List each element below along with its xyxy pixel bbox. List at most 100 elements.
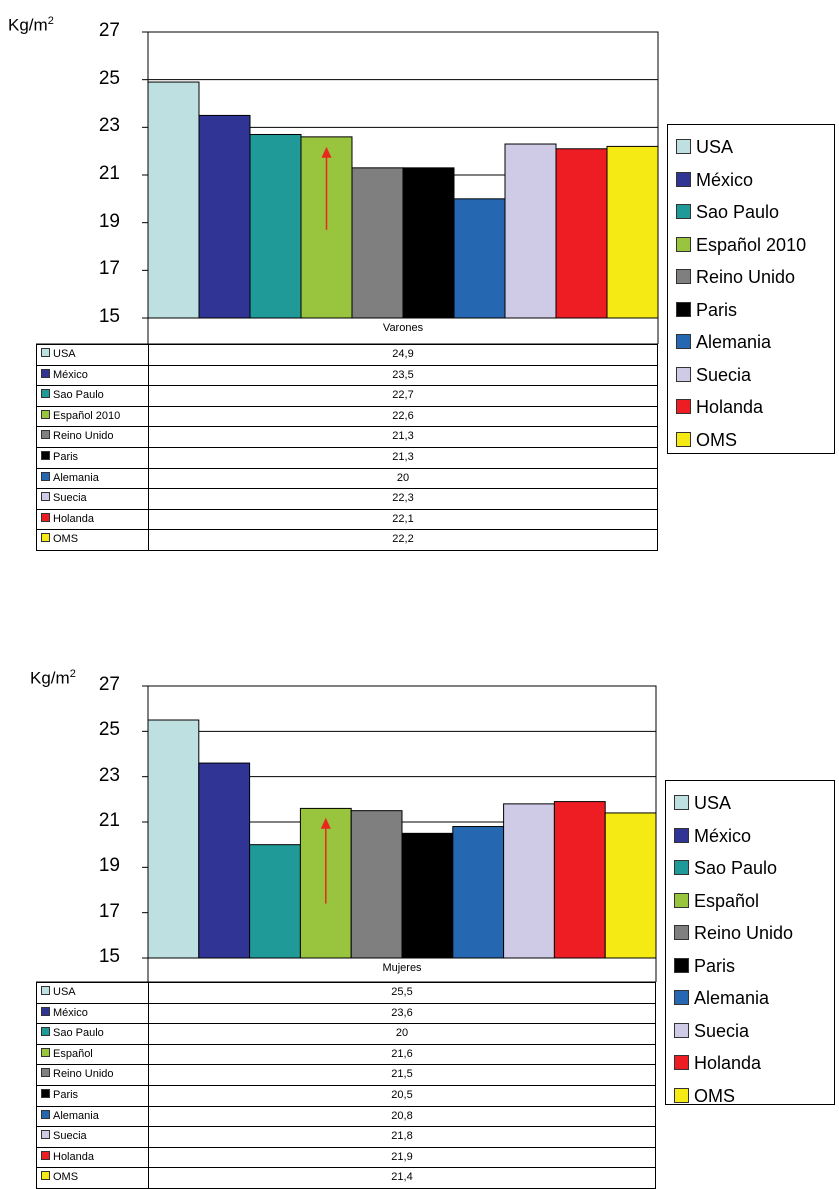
legend-swatch [674,795,689,810]
legend-swatch [676,366,691,382]
y-tick-label: 21 [98,163,120,184]
category-label: Mujeres [382,962,422,974]
legend-label: Alemania [696,332,772,352]
legend-item-espanol: Español [674,885,826,918]
series-swatch [41,986,50,995]
series-name: México [53,368,88,381]
table-row: Paris 20,5 [36,1084,656,1107]
plot-frame [147,685,657,959]
series-swatch [41,368,50,378]
legend-label: Español [694,890,760,911]
y-tick-label: 17 [98,258,120,280]
legend-item-reino-unido: Reino Unido [676,261,826,294]
plot-frame [147,31,659,319]
table-series-name: USA [36,982,149,1004]
chart-varones: Kg/m2 Varones USA 24,9 México 23,5 Sao Paulo… [0,0,839,580]
legend: USA México Sao Paulo Español Reino Unido Pari… [665,780,835,1106]
table-value: 21,6 [148,1043,656,1066]
table-value: 21,5 [148,1064,656,1086]
table-series-name: Alemania [36,1105,149,1128]
table-row: Reino Unido 21,5 [36,1064,656,1086]
series-swatch [41,1109,50,1119]
series-swatch [41,409,50,419]
series-swatch [41,348,50,357]
legend-swatch [676,171,691,187]
y-tick-label: 17 [98,900,120,922]
y-axis-label: Kg/m2 [30,668,76,688]
legend-item-paris: Paris [674,950,826,983]
data-table: USA 25,5 México 23,6 Sao Paulo 20 Español 21,6 R… [36,982,656,1189]
legend-item-usa: USA [674,787,826,820]
series-swatch [41,471,50,481]
legend-label: Sao Paulo [696,202,780,222]
category-label: Varones [382,322,424,334]
table-row: Alemania 20,8 [36,1105,656,1128]
legend-label: Paris [696,299,738,320]
series-swatch [41,1047,50,1057]
legend-label: USA [694,793,732,813]
table-row: Suecia 22,3 [36,488,658,510]
table-series-name: Suecia [36,1126,149,1148]
table-series-name: USA [36,344,149,366]
series-swatch [41,1068,50,1078]
legend-label: USA [696,137,734,157]
table-value: 25,5 [148,982,656,1004]
y-tick-label: 15 [98,946,120,967]
bar-paris [401,832,454,959]
legend-item-oms: OMS [674,1080,826,1113]
legend-swatch [676,431,691,447]
legend-swatch [674,957,689,973]
table-row: Reino Unido 21,3 [36,426,658,448]
legend-item-suecia: Suecia [674,1015,826,1048]
series-swatch [41,1171,50,1181]
legend-item-oms: OMS [676,424,826,457]
bar-sao-paulo [249,844,301,959]
y-tick-label: 15 [98,306,120,327]
series-swatch [41,1130,50,1140]
table-value: 22,2 [148,529,658,551]
table-row: OMS 21,4 [36,1167,656,1189]
legend: USA México Sao Paulo Español 2010 Reino Unid… [667,124,835,454]
y-tick-label: 25 [98,67,120,89]
bar-suecia [503,803,555,959]
series-name: Suecia [53,492,87,505]
bar-oms [604,812,657,959]
series-name: Paris [53,1088,79,1101]
series-name: Sao Paulo [53,1027,104,1040]
legend-item-holanda: Holanda [674,1047,826,1080]
legend-label: Español 2010 [696,234,807,255]
legend-swatch [674,925,689,940]
series-swatch [41,389,50,399]
bar-oms [606,145,659,319]
series-name: OMS [53,1171,79,1184]
series-name: Reino Unido [53,1068,114,1081]
legend-item-reino-unido: Reino Unido [674,917,826,950]
table-series-name: OMS [36,529,149,551]
series-name: Suecia [53,1130,87,1143]
legend-item-mexico: México [674,820,826,853]
legend-swatch [676,399,691,414]
table-series-name: Paris [36,1084,149,1107]
legend-swatch [676,139,691,154]
legend-swatch [676,204,691,219]
table-row: Alemania 20 [36,467,658,490]
y-tick-label: 25 [98,719,120,741]
legend-swatch [676,269,691,284]
legend-label: Reino Unido [694,923,794,943]
y-tick-label: 23 [98,764,120,786]
legend-swatch [676,334,691,349]
bar-alemania [452,826,505,959]
table-value: 21,4 [148,1167,656,1189]
table-value: 20,5 [148,1084,656,1107]
legend-label: México [696,169,754,190]
series-swatch [41,1027,50,1037]
legend-item-sao-paulo: Sao Paulo [674,852,826,885]
legend-label: Paris [694,955,736,976]
legend-label: OMS [696,429,738,450]
legend-swatch [676,236,691,252]
bar-plot [36,31,659,345]
legend-swatch [674,1022,689,1038]
bar-suecia [504,143,557,319]
legend-swatch [674,990,689,1005]
